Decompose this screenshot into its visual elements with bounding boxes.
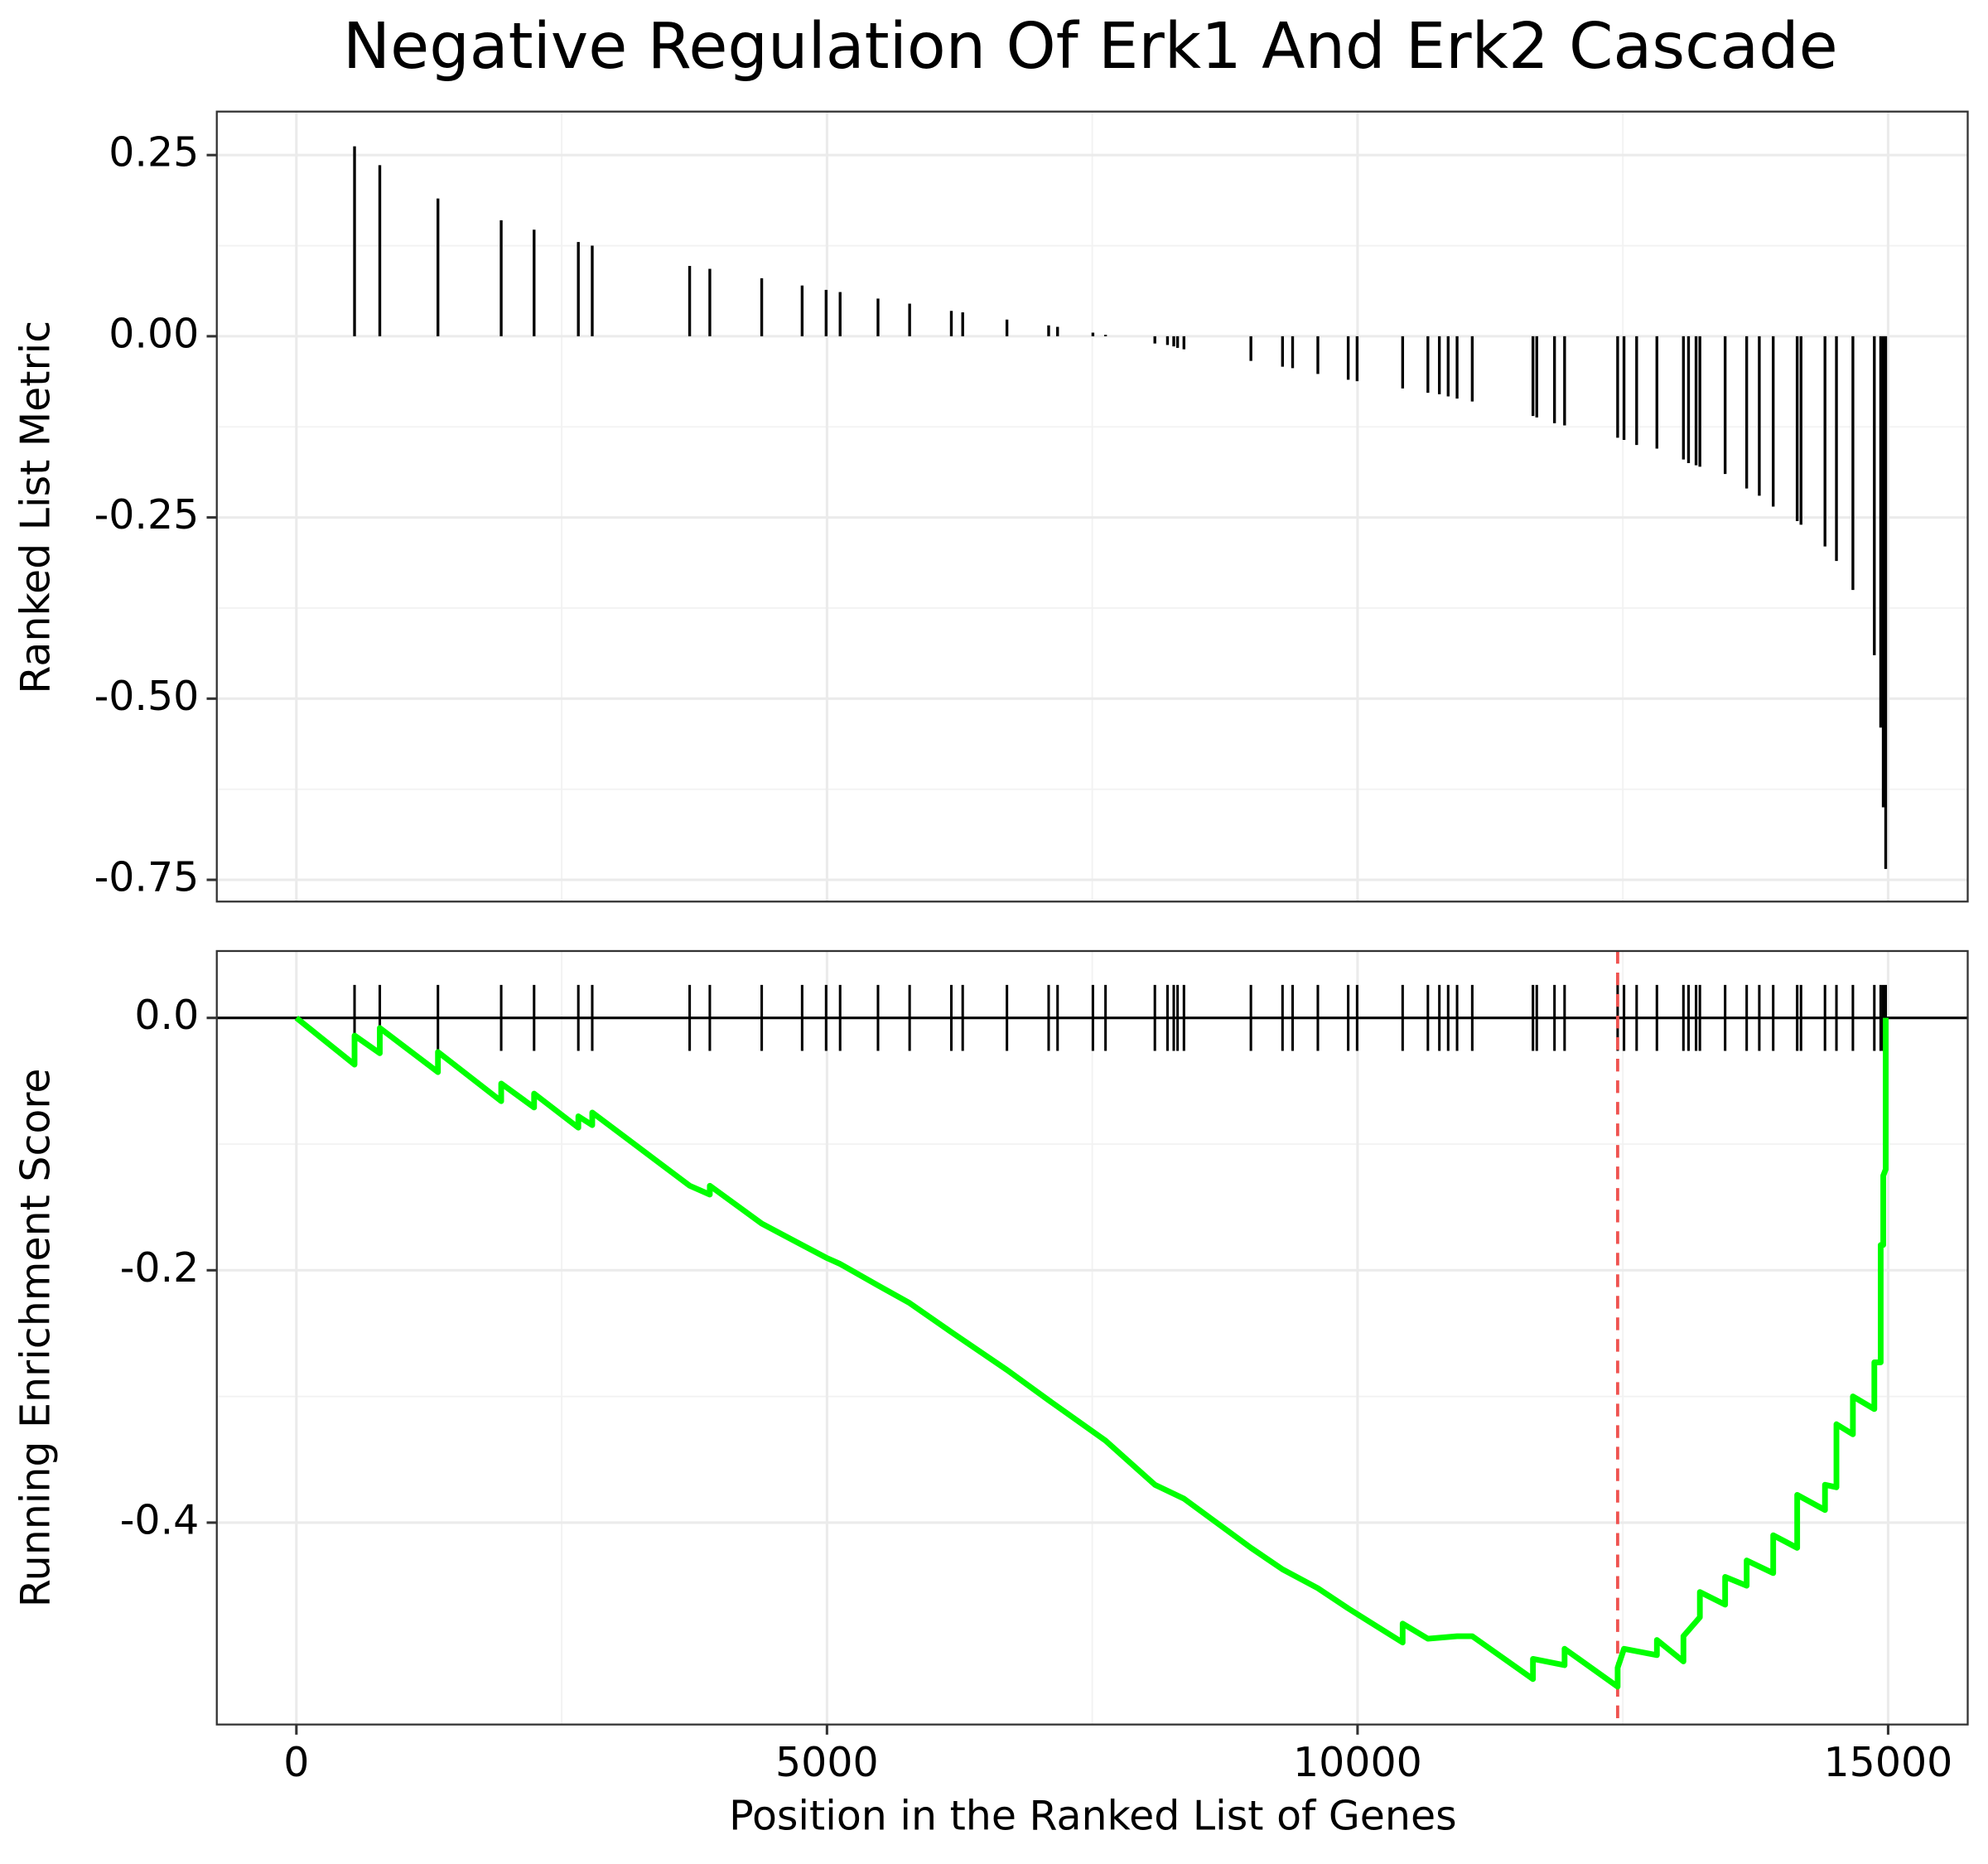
panel-border — [215, 949, 1969, 1726]
y-tick-label: 0.0 — [134, 992, 199, 1039]
x-tick-label: 5000 — [775, 1739, 879, 1786]
panel-border — [215, 110, 1969, 903]
y-tick-label: -0.25 — [94, 491, 200, 538]
y-tick-label: 0.00 — [109, 310, 199, 357]
y-tick-label: -0.50 — [94, 673, 200, 720]
y-tick-label: -0.75 — [94, 854, 200, 901]
y-tick-label: -0.2 — [120, 1244, 200, 1292]
y-axis-label: Ranked List Metric — [12, 321, 59, 694]
y-tick-label: -0.4 — [120, 1496, 200, 1543]
y-tick-label: 0.25 — [109, 129, 199, 176]
x-tick-label: 10000 — [1293, 1739, 1422, 1786]
x-tick-label: 15000 — [1824, 1739, 1953, 1786]
y-axis-label: Running Enrichment Score — [12, 1068, 59, 1607]
chart-title: Negative Regulation Of Erk1 And Erk2 Cas… — [343, 10, 1838, 84]
x-axis-label: Position in the Ranked List of Genes — [729, 1792, 1456, 1839]
enrichment-line — [294, 1015, 1889, 1690]
x-tick-label: 0 — [283, 1739, 309, 1786]
